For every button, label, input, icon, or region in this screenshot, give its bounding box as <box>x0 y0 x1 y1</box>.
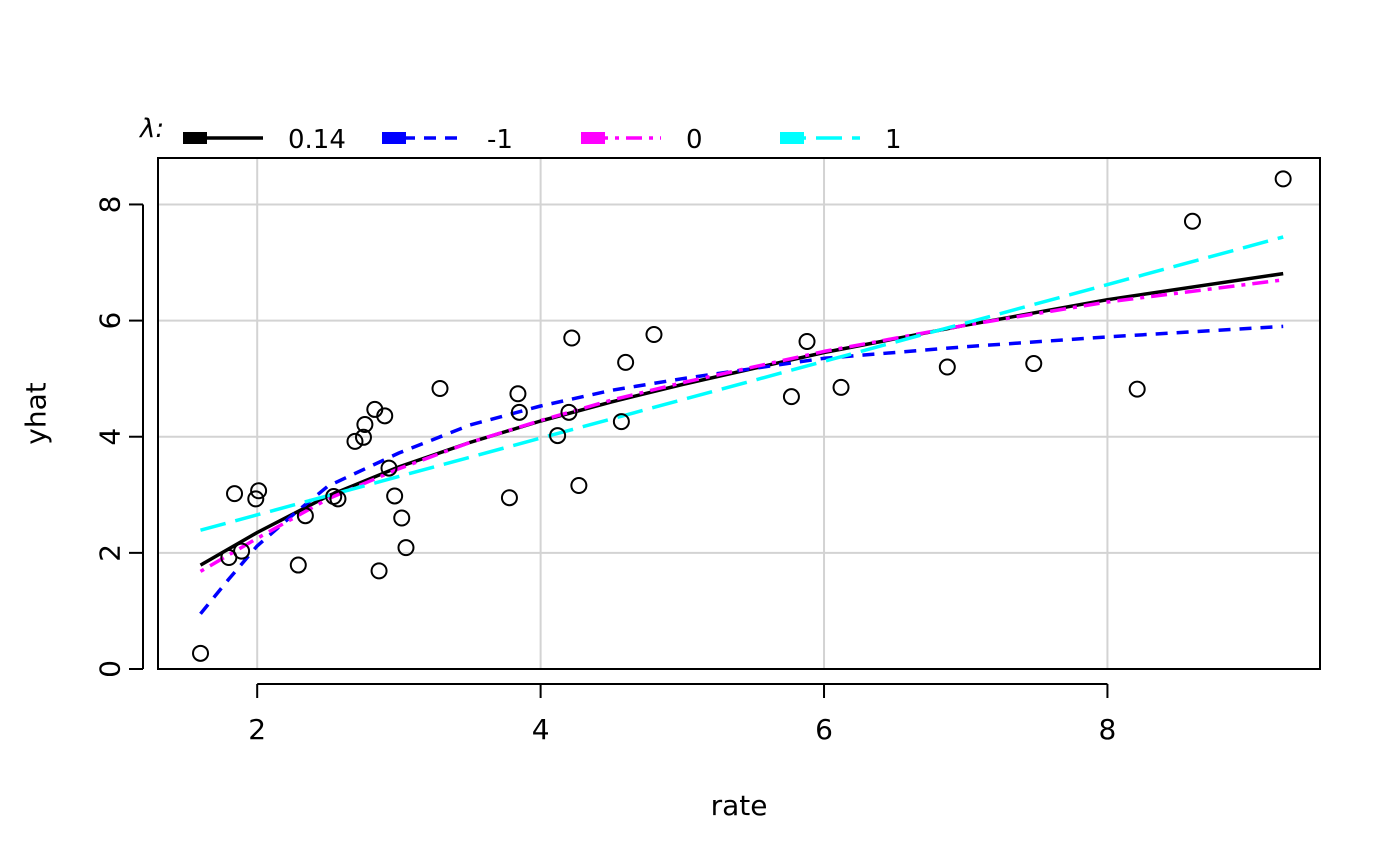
data-point <box>1025 355 1043 373</box>
data-point <box>782 388 800 406</box>
data-point <box>296 507 314 525</box>
y-tick-label: 0 <box>94 660 127 678</box>
data-point <box>549 427 567 445</box>
y-tick-label: 2 <box>94 544 127 562</box>
data-point <box>560 403 578 421</box>
data-point <box>356 416 374 434</box>
legend-title: λ: <box>138 114 164 144</box>
fit-curve-lambda-0 <box>199 278 1284 573</box>
data-point <box>289 556 307 574</box>
y-tick-label: 4 <box>94 428 127 446</box>
data-point <box>370 562 388 580</box>
data-point <box>386 487 404 505</box>
data-point <box>354 428 372 446</box>
data-point <box>617 353 635 371</box>
data-point <box>1274 170 1292 188</box>
x-axis: 2 4 6 8 <box>248 683 1117 746</box>
data-point <box>509 385 527 403</box>
data-point <box>192 644 210 662</box>
legend: λ: 0.14 -1 0 1 <box>138 114 902 155</box>
data-point <box>832 378 850 396</box>
data-point <box>500 489 518 507</box>
data-point <box>431 380 449 398</box>
data-point <box>393 509 411 527</box>
data-point <box>645 326 663 344</box>
data-point <box>380 459 398 477</box>
data-point <box>346 432 364 450</box>
fit-curve-lambda-1 <box>200 235 1284 532</box>
data-point <box>329 490 347 508</box>
data-point <box>226 485 244 503</box>
data-point <box>376 407 394 425</box>
data-point <box>563 329 581 347</box>
data-point <box>510 403 528 421</box>
data-point <box>570 477 588 495</box>
y-tick-label: 8 <box>94 196 127 214</box>
x-tick-label: 2 <box>248 713 266 746</box>
data-point <box>798 332 816 350</box>
data-point <box>233 542 251 560</box>
data-point <box>397 539 415 557</box>
data-point <box>938 358 956 376</box>
data-point <box>250 482 268 500</box>
data-point <box>247 490 265 508</box>
y-axis-title: yhat <box>20 382 53 444</box>
legend-label-0.14: 0.14 <box>288 125 346 155</box>
y-axis: 0 2 4 6 8 <box>94 196 144 678</box>
data-point <box>612 413 630 431</box>
y-tick-label: 6 <box>94 312 127 330</box>
plot-frame <box>157 157 1321 670</box>
data-point <box>1183 212 1201 230</box>
fit-curves <box>199 235 1284 615</box>
legend-label-0: 0 <box>686 125 703 155</box>
data-point <box>1128 380 1146 398</box>
legend-label-1: 1 <box>885 125 902 155</box>
x-axis-title: rate <box>711 789 768 822</box>
data-points <box>192 170 1292 662</box>
x-tick-label: 4 <box>532 713 550 746</box>
fit-curve-lambda-0.14 <box>199 271 1284 567</box>
grid-lines <box>158 158 1320 670</box>
x-tick-label: 6 <box>815 713 833 746</box>
legend-label--1: -1 <box>487 125 513 155</box>
x-tick-label: 8 <box>1099 713 1117 746</box>
